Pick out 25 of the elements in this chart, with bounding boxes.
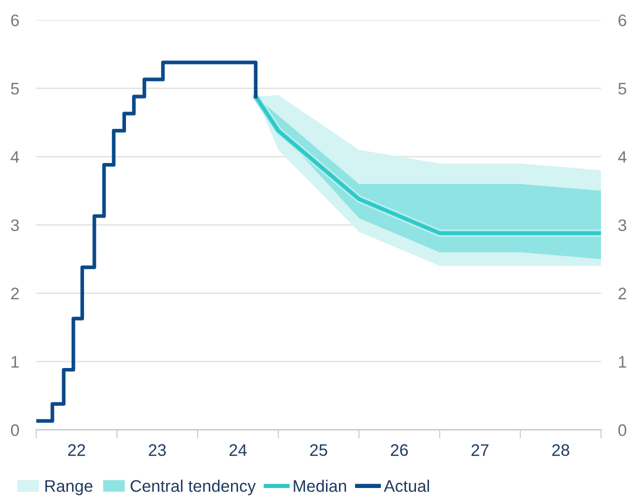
- x-tick-label: 27: [472, 444, 488, 456]
- y2-tick-label: 1: [618, 356, 626, 368]
- y-tick-label: 3: [10, 219, 19, 232]
- y2-tick-label: 5: [618, 82, 626, 95]
- y-tick-label: 2: [11, 288, 19, 300]
- y-tick-label: 6: [11, 14, 19, 26]
- y-tick-label: 4: [10, 151, 20, 163]
- x-tick-label: 22: [68, 444, 86, 456]
- legend-label: Central tendency: [130, 480, 256, 496]
- x-tick-label: 24: [230, 444, 247, 456]
- y2-tick-label: 4: [618, 151, 626, 163]
- legend-label: Actual: [384, 480, 429, 492]
- y2-tick-label: 2: [618, 288, 626, 300]
- y-tick-label: 0: [10, 424, 19, 436]
- x-tick-label: 23: [148, 444, 166, 456]
- x-tick-label: 25: [310, 444, 328, 456]
- y2-tick-label: 6: [618, 14, 626, 26]
- x-tick-label: 28: [552, 444, 570, 456]
- legend-label: Median: [294, 480, 346, 492]
- x-tick-label: 26: [390, 444, 408, 456]
- y2-tick-label: 3: [618, 219, 626, 232]
- y-tick-label: 1: [12, 356, 19, 368]
- y-tick-label: 5: [10, 82, 19, 95]
- legend-label: Range: [45, 480, 92, 496]
- y2-tick-label: 0: [618, 424, 626, 436]
